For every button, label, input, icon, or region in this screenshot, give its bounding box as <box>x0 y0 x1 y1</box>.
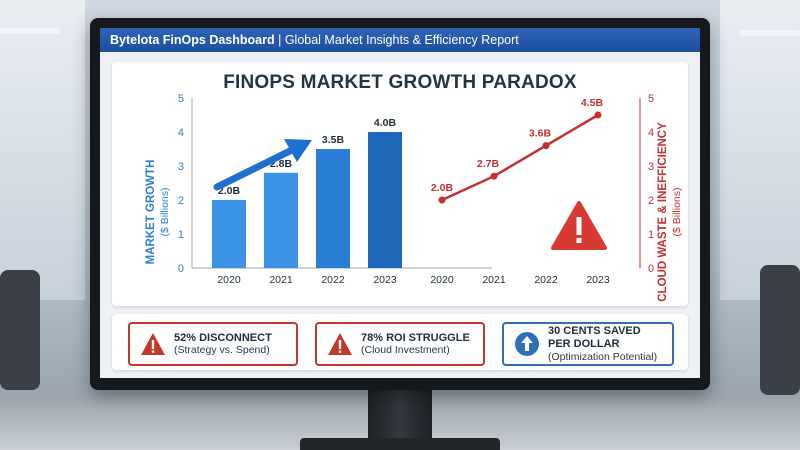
trend-arrow-up-icon <box>213 146 296 191</box>
dashboard-screen: Bytelota FinOps Dashboard | Global Marke… <box>100 28 700 378</box>
line-data-label: 2.0B <box>431 182 454 194</box>
warning-triangle-icon <box>141 333 165 355</box>
left-y-tick-label: 0 <box>178 263 184 275</box>
left-y-tick-label: 1 <box>178 229 184 241</box>
warning-triangle-icon <box>328 333 352 355</box>
ceiling-light <box>740 30 800 36</box>
warning-dot <box>576 238 582 243</box>
bar-data-label: 3.5B <box>322 134 345 146</box>
header-subtitle: Global Market Insights & Efficiency Repo… <box>284 33 519 47</box>
monitor: Bytelota FinOps Dashboard | Global Marke… <box>90 18 710 390</box>
background-window-left <box>0 0 85 300</box>
right-y-tick-label: 5 <box>648 93 654 105</box>
monitor-base <box>300 438 500 450</box>
line-data-label: 4.5B <box>581 97 604 109</box>
right-y-axis-subtitle: ($ Billions) <box>671 187 683 236</box>
line-data-label: 3.6B <box>529 128 552 140</box>
ceiling-light <box>0 28 60 34</box>
kpi-strip: 52% DISCONNECT (Strategy vs. Spend) 78% … <box>112 314 688 370</box>
kpi-title: 30 CENTS SAVED <box>548 325 641 338</box>
left-y-tick-label: 5 <box>178 93 184 105</box>
right-y-tick-label: 3 <box>648 161 654 173</box>
right-y-tick-label: 1 <box>648 229 654 241</box>
background-window-right <box>720 0 800 300</box>
kpi-subtitle: (Strategy vs. Spend) <box>174 344 270 357</box>
chart-title: FINOPS MARKET GROWTH PARADOX <box>223 72 577 93</box>
monitor-stand <box>368 385 432 443</box>
left-y-tick-label: 4 <box>178 127 184 139</box>
bar-x-tick-label: 2023 <box>373 274 397 286</box>
left-y-tick-label: 2 <box>178 195 184 207</box>
waste-point-2023 <box>594 111 602 119</box>
left-y-tick-label: 3 <box>178 161 184 173</box>
kpi-subtitle: (Optimization Potential) <box>548 350 658 363</box>
chart-panel: FINOPS MARKET GROWTH PARADOX 0 1 2 3 4 5 2.0B 2… <box>112 62 688 306</box>
app-name: Bytelota FinOps Dashboard <box>110 33 275 47</box>
kpi-subtitle: (Cloud Investment) <box>361 344 450 357</box>
bar-2023 <box>368 132 402 268</box>
header-separator: | <box>278 33 282 47</box>
kpi-title: 52% DISCONNECT <box>174 331 272 344</box>
kpi-card-roi: 78% ROI STRUGGLE (Cloud Investment) <box>315 322 485 366</box>
dashboard-header: Bytelota FinOps Dashboard | Global Marke… <box>100 28 700 52</box>
bar-2020 <box>212 200 246 268</box>
left-y-axis-title: MARKET GROWTH <box>145 160 157 265</box>
background-chair <box>760 265 800 395</box>
background-chair <box>0 270 40 390</box>
line-x-tick-label: 2021 <box>482 274 506 286</box>
bar-x-tick-label: 2021 <box>269 274 293 286</box>
waste-point-2022 <box>542 142 550 150</box>
waste-point-2021 <box>490 172 498 180</box>
line-x-tick-label: 2022 <box>534 274 558 286</box>
bar-data-label: 2.0B <box>218 185 241 197</box>
line-data-label: 2.7B <box>477 158 500 170</box>
bar-2021 <box>264 172 298 268</box>
bar-x-tick-label: 2022 <box>321 274 345 286</box>
right-y-tick-label: 2 <box>648 195 654 207</box>
kpi-title: 78% ROI STRUGGLE <box>361 331 470 344</box>
left-y-axis-subtitle: ($ Billions) <box>159 187 171 236</box>
arrow-up-circle-icon <box>515 332 539 356</box>
bar-2022 <box>316 149 350 268</box>
kpi-card-savings: 30 CENTS SAVED PER DOLLAR (Optimization … <box>502 322 674 366</box>
warning-mark <box>576 217 582 235</box>
kpi-card-disconnect: 52% DISCONNECT (Strategy vs. Spend) <box>128 322 298 366</box>
right-y-tick-label: 0 <box>648 263 654 275</box>
right-y-tick-label: 4 <box>648 127 654 139</box>
right-y-axis-title: CLOUD WASTE & INEFFICIENCY <box>657 122 669 302</box>
kpi-title-line2: PER DOLLAR <box>548 337 620 350</box>
line-x-tick-label: 2023 <box>586 274 610 286</box>
bar-data-label: 4.0B <box>374 117 397 129</box>
bar-x-tick-label: 2020 <box>217 274 241 286</box>
line-x-tick-label: 2020 <box>430 274 454 286</box>
dual-chart: 0123452.0B20202.8B20213.5B20224.0B2023MA… <box>145 93 683 302</box>
trend-arrow-head-icon <box>284 139 312 162</box>
waste-series-line <box>441 113 599 202</box>
waste-point-2020 <box>438 196 446 204</box>
